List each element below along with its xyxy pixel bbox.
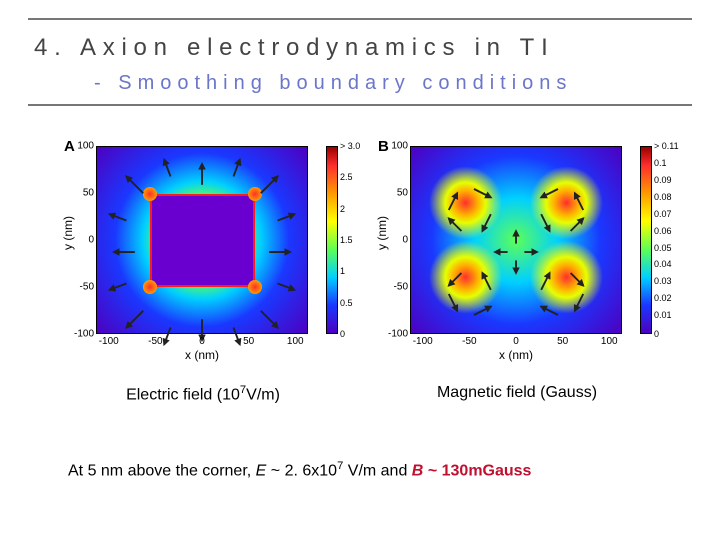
tick: 0.07 [654, 209, 672, 219]
rule-mid [28, 104, 692, 106]
tick: -100 [413, 336, 433, 347]
panel-b-colorbar [640, 146, 652, 334]
tick: 50 [243, 336, 254, 347]
tick: 0.04 [654, 259, 672, 269]
tick: 0 [340, 329, 345, 339]
tick: -100 [388, 329, 408, 340]
tick: -100 [74, 329, 94, 340]
tick: 1.5 [340, 235, 353, 245]
tick: -50 [148, 336, 162, 347]
footnote-lead: At 5 nm above the corner, [68, 462, 256, 479]
tick: 0 [88, 235, 94, 246]
tick: 100 [601, 336, 618, 347]
tick: 0 [199, 336, 205, 347]
tick: 50 [397, 188, 408, 199]
tick: 100 [77, 141, 94, 152]
tick: 0.5 [340, 298, 353, 308]
footnote-b-unit: mGauss [468, 462, 531, 479]
tick: 1 [340, 266, 345, 276]
panel-a-plot [96, 146, 308, 334]
footnote-e-sup: 7 [337, 460, 343, 472]
tick: -50 [394, 282, 408, 293]
footnote-b-var: B [412, 462, 424, 479]
tick: 0.01 [654, 310, 672, 320]
section-number: 4. [34, 34, 67, 62]
panel-a-label: A [64, 138, 75, 155]
tick: -100 [99, 336, 119, 347]
footnote: At 5 nm above the corner, E ~ 2. 6x107 V… [68, 460, 680, 480]
caption-row: Electric field (107V/m) Magnetic field (… [46, 384, 674, 404]
tick: 0.09 [654, 175, 672, 185]
tick: 2 [340, 204, 345, 214]
panel-b-plot [410, 146, 622, 334]
footnote-e-var: E [256, 462, 267, 479]
panel-a-ylabel: y (nm) [61, 216, 75, 250]
panel-b-label: B [378, 138, 389, 155]
panel-a-yticks: 100 50 0 -50 -100 [76, 146, 94, 334]
footnote-e-unit: V/m and [348, 462, 412, 479]
panel-a-colorbar [326, 146, 338, 334]
tick: -50 [462, 336, 476, 347]
footnote-b-num: 130 [442, 462, 469, 479]
caption-a-suffix: V/m) [246, 386, 280, 403]
tick: 0 [402, 235, 408, 246]
panel-a-colorbar-ticks: > 3.0 2.5 2 1.5 1 0.5 0 [340, 146, 360, 334]
tick: 50 [557, 336, 568, 347]
tick: 0 [654, 329, 659, 339]
tick: 100 [287, 336, 304, 347]
tick: > 0.11 [654, 141, 679, 151]
tick: 0.06 [654, 226, 672, 236]
tick: 50 [83, 188, 94, 199]
tick: 0.03 [654, 276, 672, 286]
caption-a: Electric field (107V/m) [46, 384, 360, 404]
tick: 0.1 [654, 158, 667, 168]
section-title: Axion electrodynamics in TI [80, 34, 554, 62]
tick: 0 [513, 336, 519, 347]
panel-a-arrows-icon [97, 147, 307, 357]
figure-panels: A y (nm) 100 50 0 -50 -100 [46, 140, 674, 360]
panel-b-ylabel: y (nm) [375, 216, 389, 250]
panel-b-arrows-icon [411, 147, 621, 357]
footnote-e-rel: ~ 2. 6x10 [271, 462, 337, 479]
panel-b-xlabel: x (nm) [410, 348, 622, 362]
tick: 0.08 [654, 192, 672, 202]
caption-a-prefix: Electric field (10 [126, 386, 240, 403]
tick: 0.02 [654, 293, 672, 303]
panel-b-colorbar-ticks: > 0.11 0.1 0.09 0.08 0.07 0.06 0.05 0.04… [654, 146, 674, 334]
panel-b-yticks: 100 50 0 -50 -100 [390, 146, 408, 334]
tick: 2.5 [340, 172, 353, 182]
panel-a-xlabel: x (nm) [96, 348, 308, 362]
caption-b: Magnetic field (Gauss) [360, 384, 674, 404]
footnote-b-rel: ~ [428, 462, 442, 479]
tick: 0.05 [654, 243, 672, 253]
tick: > 3.0 [340, 141, 360, 151]
tick: -50 [80, 282, 94, 293]
rule-top [28, 18, 692, 20]
section-subtitle: - Smoothing boundary conditions [94, 72, 572, 95]
subtitle-prefix: - [94, 72, 107, 94]
tick: 100 [391, 141, 408, 152]
panel-a: A y (nm) 100 50 0 -50 -100 [46, 140, 360, 360]
subtitle-text: Smoothing boundary conditions [118, 72, 572, 94]
panel-b: B y (nm) 100 50 0 -50 -100 [360, 140, 674, 360]
